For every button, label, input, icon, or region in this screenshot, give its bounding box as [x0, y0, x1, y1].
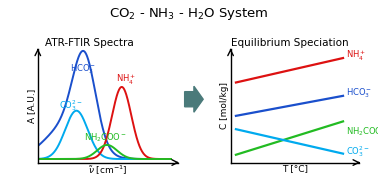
Text: ATR-FTIR Spectra: ATR-FTIR Spectra	[45, 38, 133, 48]
Text: NH$_2$COO$^-$: NH$_2$COO$^-$	[84, 132, 127, 144]
Text: NH$_2$COO$^-$: NH$_2$COO$^-$	[346, 126, 378, 138]
Text: Equilibrium Speciation: Equilibrium Speciation	[231, 38, 348, 48]
Text: NH$_4^+$: NH$_4^+$	[116, 73, 136, 87]
Text: HCO$_3^-$: HCO$_3^-$	[346, 87, 372, 100]
Text: CO$_3^{2-}$: CO$_3^{2-}$	[346, 144, 370, 159]
Y-axis label: A [A.U.]: A [A.U.]	[28, 89, 36, 123]
X-axis label: T [°C]: T [°C]	[282, 164, 308, 173]
FancyArrow shape	[184, 86, 203, 112]
X-axis label: $\tilde{\nu}$ [cm$^{-1}$]: $\tilde{\nu}$ [cm$^{-1}$]	[88, 164, 127, 177]
Y-axis label: C [mol/kg]: C [mol/kg]	[220, 82, 229, 129]
Text: HCO$_3^-$: HCO$_3^-$	[70, 62, 96, 76]
Text: NH$_4^+$: NH$_4^+$	[346, 49, 366, 63]
Text: CO$_2$ - NH$_3$ - H$_2$O System: CO$_2$ - NH$_3$ - H$_2$O System	[109, 6, 269, 22]
Text: CO$_3^{2-}$: CO$_3^{2-}$	[59, 98, 83, 112]
